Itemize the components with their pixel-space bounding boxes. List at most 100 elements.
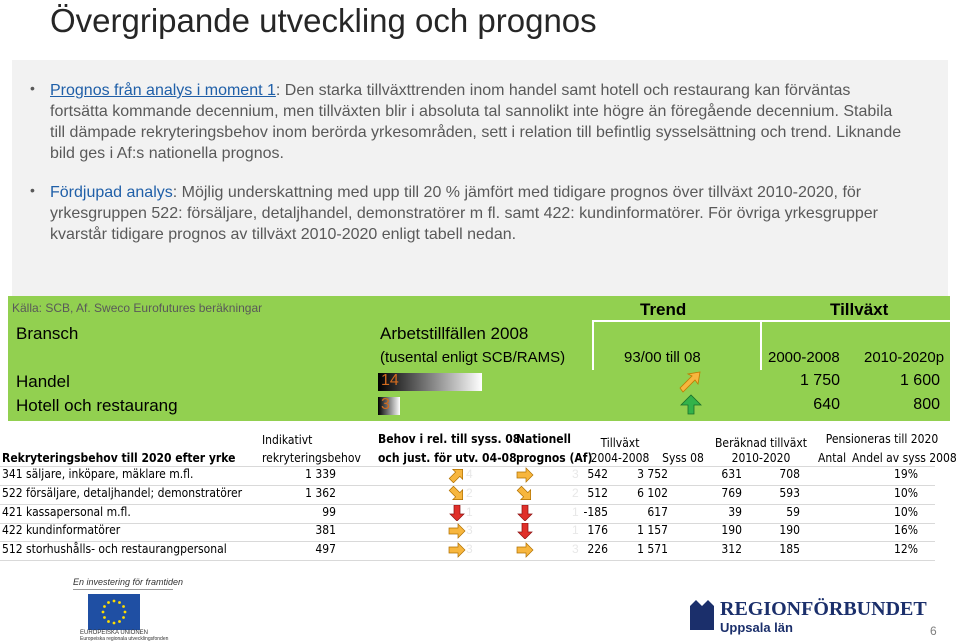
header: Trend — [640, 300, 687, 319]
growth-value: 1 750 — [799, 372, 840, 389]
cell: 16% — [894, 523, 918, 538]
national-score: 3 — [572, 542, 579, 557]
occupation: 422 kundinformatörer — [2, 523, 121, 538]
growth-value: 640 — [813, 396, 840, 413]
need-arrow — [448, 468, 464, 483]
row-name: Handel — [16, 372, 70, 391]
row-line — [0, 503, 935, 505]
cell: 190 — [721, 523, 742, 538]
divider — [760, 320, 762, 370]
cell: 10% — [894, 485, 918, 500]
header: Nationell — [516, 432, 572, 446]
header: och just. för utv. 04-08 — [378, 451, 517, 465]
trend-arrow — [679, 371, 701, 393]
star — [103, 605, 106, 608]
header: rekryteringsbehov — [262, 451, 361, 465]
eu-flag — [88, 594, 140, 630]
national-score: 2 — [572, 485, 579, 500]
occupation: 421 kassapersonal m.fl. — [2, 504, 131, 519]
occupation: 512 storhushålls- och restaurangpersonal — [2, 542, 227, 557]
header: Pensioneras till 2020 — [825, 432, 939, 446]
cell: 542 — [587, 467, 608, 481]
cell: 12% — [894, 542, 918, 557]
cell: 59 — [786, 504, 800, 519]
sector-table — [8, 296, 950, 421]
need-arrow — [517, 523, 533, 540]
eu-name: EUROPEISKA UNIONEN — [80, 630, 149, 636]
cell: 1 157 — [637, 523, 668, 538]
star — [107, 601, 110, 604]
national-score: 1 — [572, 523, 579, 538]
cell: 226 — [587, 542, 608, 557]
row-name: Hotell och restaurang — [16, 396, 178, 415]
star — [118, 620, 121, 623]
header: Beräknad tillväxt — [715, 436, 807, 450]
star — [122, 616, 125, 619]
need-arrow — [516, 485, 532, 500]
row-line — [0, 560, 935, 562]
need-score: 2 — [466, 485, 473, 500]
divider — [592, 320, 594, 370]
header: 2010-2020p — [864, 349, 945, 366]
jobs-bar — [378, 397, 401, 415]
need-arrow — [516, 542, 534, 559]
header: 2004-2008 — [590, 451, 650, 465]
need-score: 1 — [466, 504, 473, 519]
org-sub: Uppsala län — [720, 620, 793, 635]
star — [112, 621, 116, 625]
header: Behov i rel. till syss. 08 — [378, 432, 521, 446]
cell: 617 — [647, 504, 668, 519]
jobs-value: 3 — [381, 396, 390, 413]
cell: 497 — [315, 542, 336, 557]
row-line — [0, 541, 935, 543]
cell: 185 — [779, 542, 800, 557]
cell: 769 — [721, 485, 742, 500]
need-arrow — [448, 542, 466, 559]
star — [103, 616, 106, 619]
divider — [592, 320, 950, 322]
cell: -185 — [583, 504, 609, 519]
occupation: 522 försäljare, detaljhandel; demonstrat… — [2, 485, 243, 500]
cell: 99 — [322, 504, 336, 519]
national-score: 3 — [572, 467, 579, 481]
cell: 10% — [894, 504, 918, 519]
cell: 1 571 — [637, 542, 668, 557]
row-line — [0, 466, 935, 467]
jobs-bar — [378, 373, 483, 391]
cell: 631 — [721, 467, 742, 481]
bullet: Prognos från analys i moment 1: Den star… — [50, 80, 910, 164]
national-score: 1 — [572, 504, 579, 519]
header: Indikativt — [262, 433, 313, 447]
cell: 512 — [587, 485, 608, 500]
bullet-text: : Möjlig underskattning med upp till 20 … — [50, 184, 878, 243]
bullet-dot: • — [30, 80, 35, 96]
org-name: REGIONFÖRBUNDET — [720, 598, 927, 620]
header: Arbetstillfällen 2008 — [380, 324, 529, 343]
row-line — [0, 485, 935, 486]
need-arrow — [517, 504, 533, 521]
header: 2000-2008 — [768, 349, 840, 366]
jobs-value: 14 — [381, 372, 399, 389]
growth-value: 1 600 — [899, 372, 940, 389]
bullet-lead: Prognos från analys i moment 1 — [50, 82, 276, 99]
star — [123, 610, 127, 614]
rule — [73, 589, 173, 590]
bullet: Fördjupad analys: Möjlig underskattning … — [50, 182, 910, 245]
source: Källa: SCB, Af. Sweco Eurofutures beräkn… — [12, 301, 263, 315]
header: Rekryteringsbehov till 2020 efter yrke — [2, 451, 236, 465]
cell: 1 362 — [305, 485, 336, 500]
cell: 39 — [728, 504, 742, 519]
cell: 190 — [779, 523, 800, 538]
star — [107, 620, 110, 623]
trend-arrows — [679, 371, 702, 415]
cell: 176 — [587, 523, 608, 538]
trend-arrow — [680, 394, 702, 415]
page-number: 6 — [930, 624, 937, 638]
need-score: 3 — [466, 523, 473, 538]
cell: 381 — [315, 523, 336, 538]
header: 2010-2020 — [731, 451, 791, 465]
star — [112, 599, 116, 603]
cell: 1 339 — [305, 467, 336, 481]
star — [122, 605, 125, 608]
